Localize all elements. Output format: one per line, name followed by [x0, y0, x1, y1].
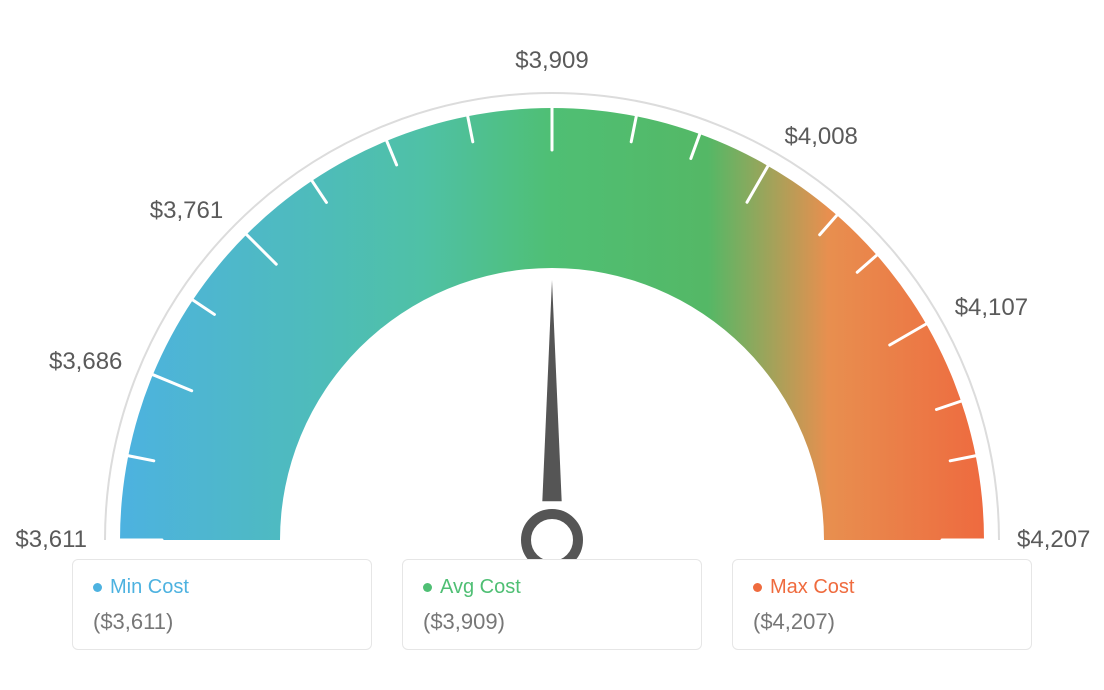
avg-dot-icon [423, 583, 432, 592]
gauge-tick-label: $3,611 [15, 526, 87, 554]
min-cost-card: Min Cost ($3,611) [72, 559, 372, 650]
max-cost-card: Max Cost ($4,207) [732, 559, 1032, 650]
max-cost-value: ($4,207) [753, 609, 1011, 635]
max-dot-icon [753, 583, 762, 592]
min-dot-icon [93, 583, 102, 592]
summary-cards: Min Cost ($3,611) Avg Cost ($3,909) Max … [0, 559, 1104, 650]
gauge-tick-label: $4,207 [1017, 526, 1090, 554]
avg-cost-card: Avg Cost ($3,909) [402, 559, 702, 650]
min-cost-value: ($3,611) [93, 609, 351, 635]
gauge-svg [52, 40, 1052, 580]
gauge-tick-label: $3,761 [150, 197, 223, 225]
max-cost-label: Max Cost [770, 576, 854, 599]
gauge-area: $3,611 $3,686 $3,761 $3,909 $4,008 $4,107 $4,2… [0, 0, 1104, 560]
avg-cost-label: Avg Cost [440, 576, 521, 599]
avg-cost-value: ($3,909) [423, 609, 681, 635]
gauge-tick-label: $4,008 [785, 123, 858, 151]
gauge-tick-label: $3,909 [515, 47, 588, 75]
gauge-tick-label: $3,686 [49, 348, 122, 376]
gauge-chart-container: $3,611 $3,686 $3,761 $3,909 $4,008 $4,107 $4,2… [0, 0, 1104, 690]
min-cost-label: Min Cost [110, 576, 189, 599]
gauge-tick-label: $4,107 [955, 294, 1028, 322]
